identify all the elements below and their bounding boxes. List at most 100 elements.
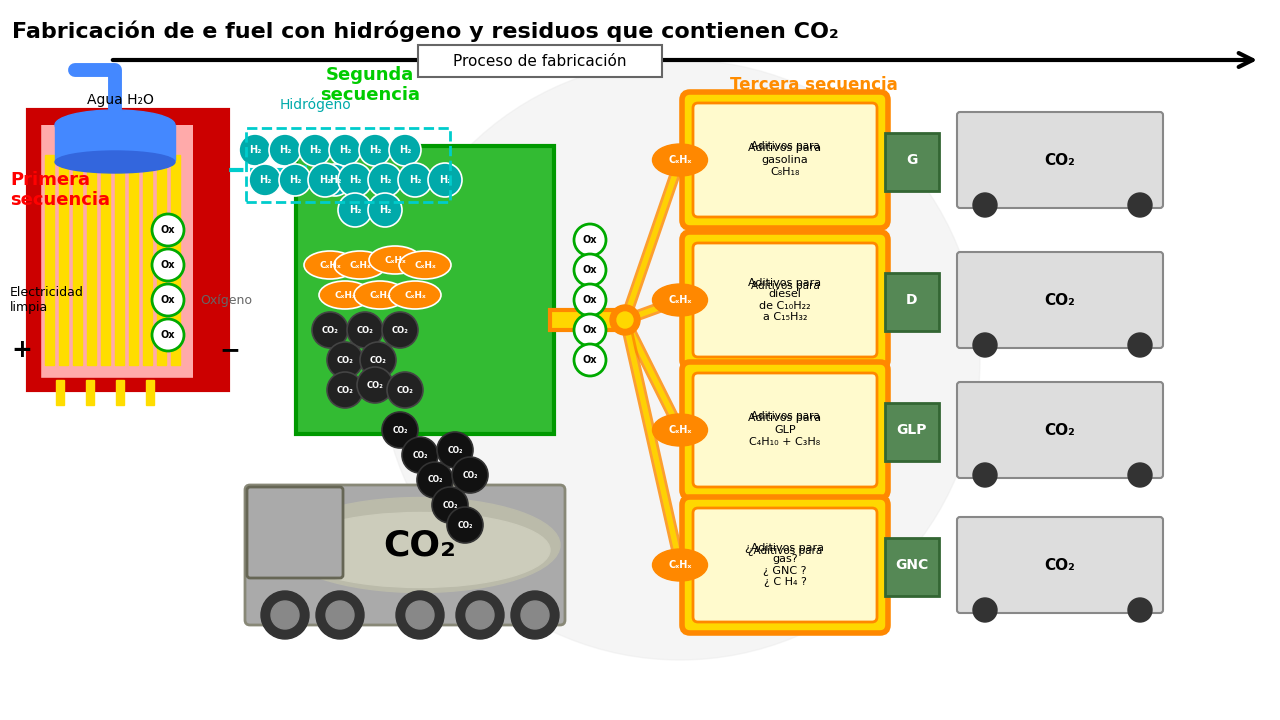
Circle shape <box>573 284 605 316</box>
Text: CO₂: CO₂ <box>462 470 477 480</box>
Text: CO₂: CO₂ <box>384 528 457 562</box>
Text: CO₂: CO₂ <box>1044 153 1075 168</box>
Circle shape <box>326 601 355 629</box>
FancyBboxPatch shape <box>682 232 888 368</box>
FancyBboxPatch shape <box>884 273 940 331</box>
Circle shape <box>573 254 605 286</box>
Text: Primera
secuencia: Primera secuencia <box>10 171 110 210</box>
Text: Tercera secuencia: Tercera secuencia <box>730 76 897 94</box>
Ellipse shape <box>653 414 708 446</box>
Circle shape <box>380 60 980 660</box>
Text: H₂: H₂ <box>439 175 451 185</box>
FancyBboxPatch shape <box>682 92 888 228</box>
Text: CO₂: CO₂ <box>392 325 408 335</box>
Circle shape <box>338 193 372 227</box>
Circle shape <box>360 342 396 378</box>
Circle shape <box>433 487 468 523</box>
Text: Aditivos para: Aditivos para <box>750 411 819 421</box>
Text: G: G <box>906 153 918 167</box>
Text: Aditivos para
GLP
C₄H₁₀ + C₃H₈: Aditivos para GLP C₄H₁₀ + C₃H₈ <box>749 413 822 446</box>
Text: CₓHₓ: CₓHₓ <box>668 295 691 305</box>
Circle shape <box>319 164 351 196</box>
Text: CO₂: CO₂ <box>443 500 458 510</box>
Text: CO₂: CO₂ <box>392 426 408 434</box>
Text: Electricidad
limpia: Electricidad limpia <box>10 286 84 314</box>
Circle shape <box>573 224 605 256</box>
Text: H₂: H₂ <box>369 145 381 155</box>
Bar <box>146 380 154 405</box>
Circle shape <box>152 319 184 351</box>
FancyBboxPatch shape <box>957 517 1164 613</box>
Text: Ox: Ox <box>582 235 598 245</box>
Circle shape <box>617 312 634 328</box>
Text: CₓHₓ: CₓHₓ <box>319 261 340 269</box>
FancyBboxPatch shape <box>884 403 940 461</box>
Circle shape <box>152 214 184 246</box>
FancyBboxPatch shape <box>884 538 940 596</box>
Text: H₂: H₂ <box>399 145 411 155</box>
Text: Ox: Ox <box>582 265 598 275</box>
FancyBboxPatch shape <box>884 133 940 191</box>
Text: CO₂: CO₂ <box>412 451 428 459</box>
Circle shape <box>396 591 444 639</box>
Text: H₂: H₂ <box>308 145 321 155</box>
Ellipse shape <box>355 281 406 309</box>
Circle shape <box>261 591 308 639</box>
Text: H₂: H₂ <box>248 145 261 155</box>
Text: Oxígeno: Oxígeno <box>200 294 252 307</box>
Text: H₂: H₂ <box>349 205 361 215</box>
Text: CₓHₓ: CₓHₓ <box>415 261 436 269</box>
Ellipse shape <box>369 246 421 274</box>
FancyBboxPatch shape <box>38 125 193 380</box>
Circle shape <box>417 462 453 498</box>
Bar <box>115 155 124 365</box>
FancyBboxPatch shape <box>957 112 1164 208</box>
Circle shape <box>1128 333 1152 357</box>
Circle shape <box>573 344 605 376</box>
Bar <box>129 155 138 365</box>
Circle shape <box>152 284 184 316</box>
Text: CₓHₓ: CₓHₓ <box>334 290 356 300</box>
Circle shape <box>428 163 462 197</box>
Ellipse shape <box>319 281 371 309</box>
Text: Fabricación de e fuel con hidrógeno y residuos que contienen CO₂: Fabricación de e fuel con hidrógeno y re… <box>12 20 838 42</box>
Circle shape <box>406 601 434 629</box>
Bar <box>143 155 152 365</box>
Text: −: − <box>219 338 241 362</box>
Circle shape <box>369 163 402 197</box>
Circle shape <box>250 164 282 196</box>
Circle shape <box>357 367 393 403</box>
FancyBboxPatch shape <box>692 508 877 622</box>
Ellipse shape <box>305 251 356 279</box>
Circle shape <box>611 305 640 335</box>
FancyBboxPatch shape <box>692 373 877 487</box>
Text: CₓHₓ: CₓHₓ <box>668 425 691 435</box>
Text: ¿Aditivos para: ¿Aditivos para <box>748 546 822 556</box>
Text: CₓHₓ: CₓHₓ <box>668 560 691 570</box>
Text: CO₂: CO₂ <box>366 380 384 390</box>
Bar <box>28 110 40 390</box>
Ellipse shape <box>291 513 550 588</box>
Ellipse shape <box>389 281 442 309</box>
Text: CO₂: CO₂ <box>457 521 472 529</box>
Circle shape <box>308 163 342 197</box>
Text: H₂: H₂ <box>349 175 361 185</box>
Text: H₂: H₂ <box>379 175 392 185</box>
Text: CₓHₓ: CₓHₓ <box>384 256 406 264</box>
Circle shape <box>279 164 311 196</box>
Text: CO₂: CO₂ <box>428 475 443 485</box>
Text: Ox: Ox <box>582 355 598 365</box>
Circle shape <box>466 601 494 629</box>
Circle shape <box>326 342 364 378</box>
Bar <box>56 380 64 405</box>
Text: CO₂: CO₂ <box>397 385 413 395</box>
Circle shape <box>389 134 421 166</box>
Circle shape <box>573 314 605 346</box>
Text: Proceso de fabricación: Proceso de fabricación <box>453 53 627 68</box>
Text: CO₂: CO₂ <box>1044 557 1075 572</box>
Text: CO₂: CO₂ <box>1044 423 1075 438</box>
Text: Ox: Ox <box>161 260 175 270</box>
FancyBboxPatch shape <box>28 110 228 390</box>
Text: Ox: Ox <box>582 295 598 305</box>
Bar <box>87 155 96 365</box>
